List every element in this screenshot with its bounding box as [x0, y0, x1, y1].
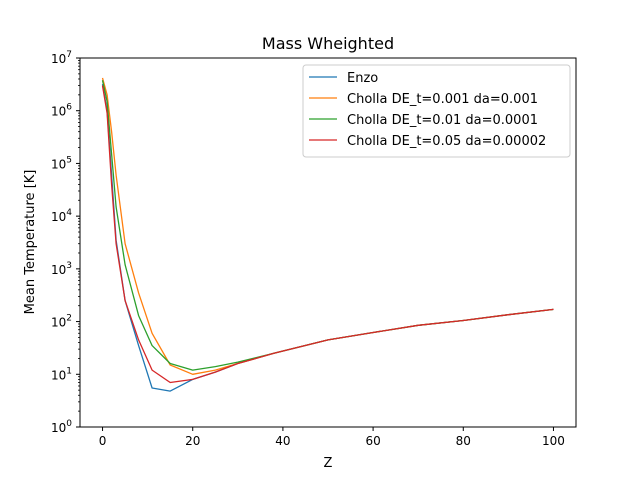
- chart-title: Mass Wheighted: [262, 34, 394, 53]
- y-tick-label: 102: [51, 314, 72, 330]
- legend-label-2: Cholla DE_t=0.01 da=0.0001: [347, 113, 538, 128]
- legend-box: [302, 64, 571, 158]
- x-tick-label: 40: [275, 434, 290, 448]
- legend-label-1: Cholla DE_t=0.001 da=0.001: [347, 92, 538, 107]
- y-tick-label: 107: [51, 50, 72, 66]
- x-tick-label: 80: [456, 434, 471, 448]
- legend: Enzo Cholla DE_t=0.001 da=0.001 Cholla DE_…: [302, 64, 571, 158]
- x-tick-label: 60: [365, 434, 380, 448]
- legend-label-3: Cholla DE_t=0.05 da=0.00002: [347, 134, 546, 149]
- series-line-3: [101, 85, 554, 384]
- y-tick-label: 103: [51, 261, 72, 277]
- y-tick-label: 106: [51, 103, 72, 119]
- x-axis-label: Z: [324, 456, 333, 471]
- legend-label-0: Enzo: [347, 71, 378, 86]
- y-axis-ticks: 100 101 102 103 104 105 106 107: [51, 50, 80, 435]
- plot-frame: [79, 57, 577, 428]
- x-axis-ticks: 0 20 40 60 80 100: [99, 427, 565, 448]
- series-layer: [101, 77, 554, 392]
- y-tick-label: 105: [51, 155, 72, 171]
- y-tick-label: 101: [51, 366, 72, 382]
- y-tick-label: 100: [51, 419, 72, 435]
- x-tick-label: 100: [542, 434, 565, 448]
- x-tick-label: 20: [185, 434, 200, 448]
- y-tick-label: 104: [51, 208, 72, 224]
- x-tick-label: 0: [99, 434, 107, 448]
- y-axis-label: Mean Temperature [K]: [23, 170, 38, 315]
